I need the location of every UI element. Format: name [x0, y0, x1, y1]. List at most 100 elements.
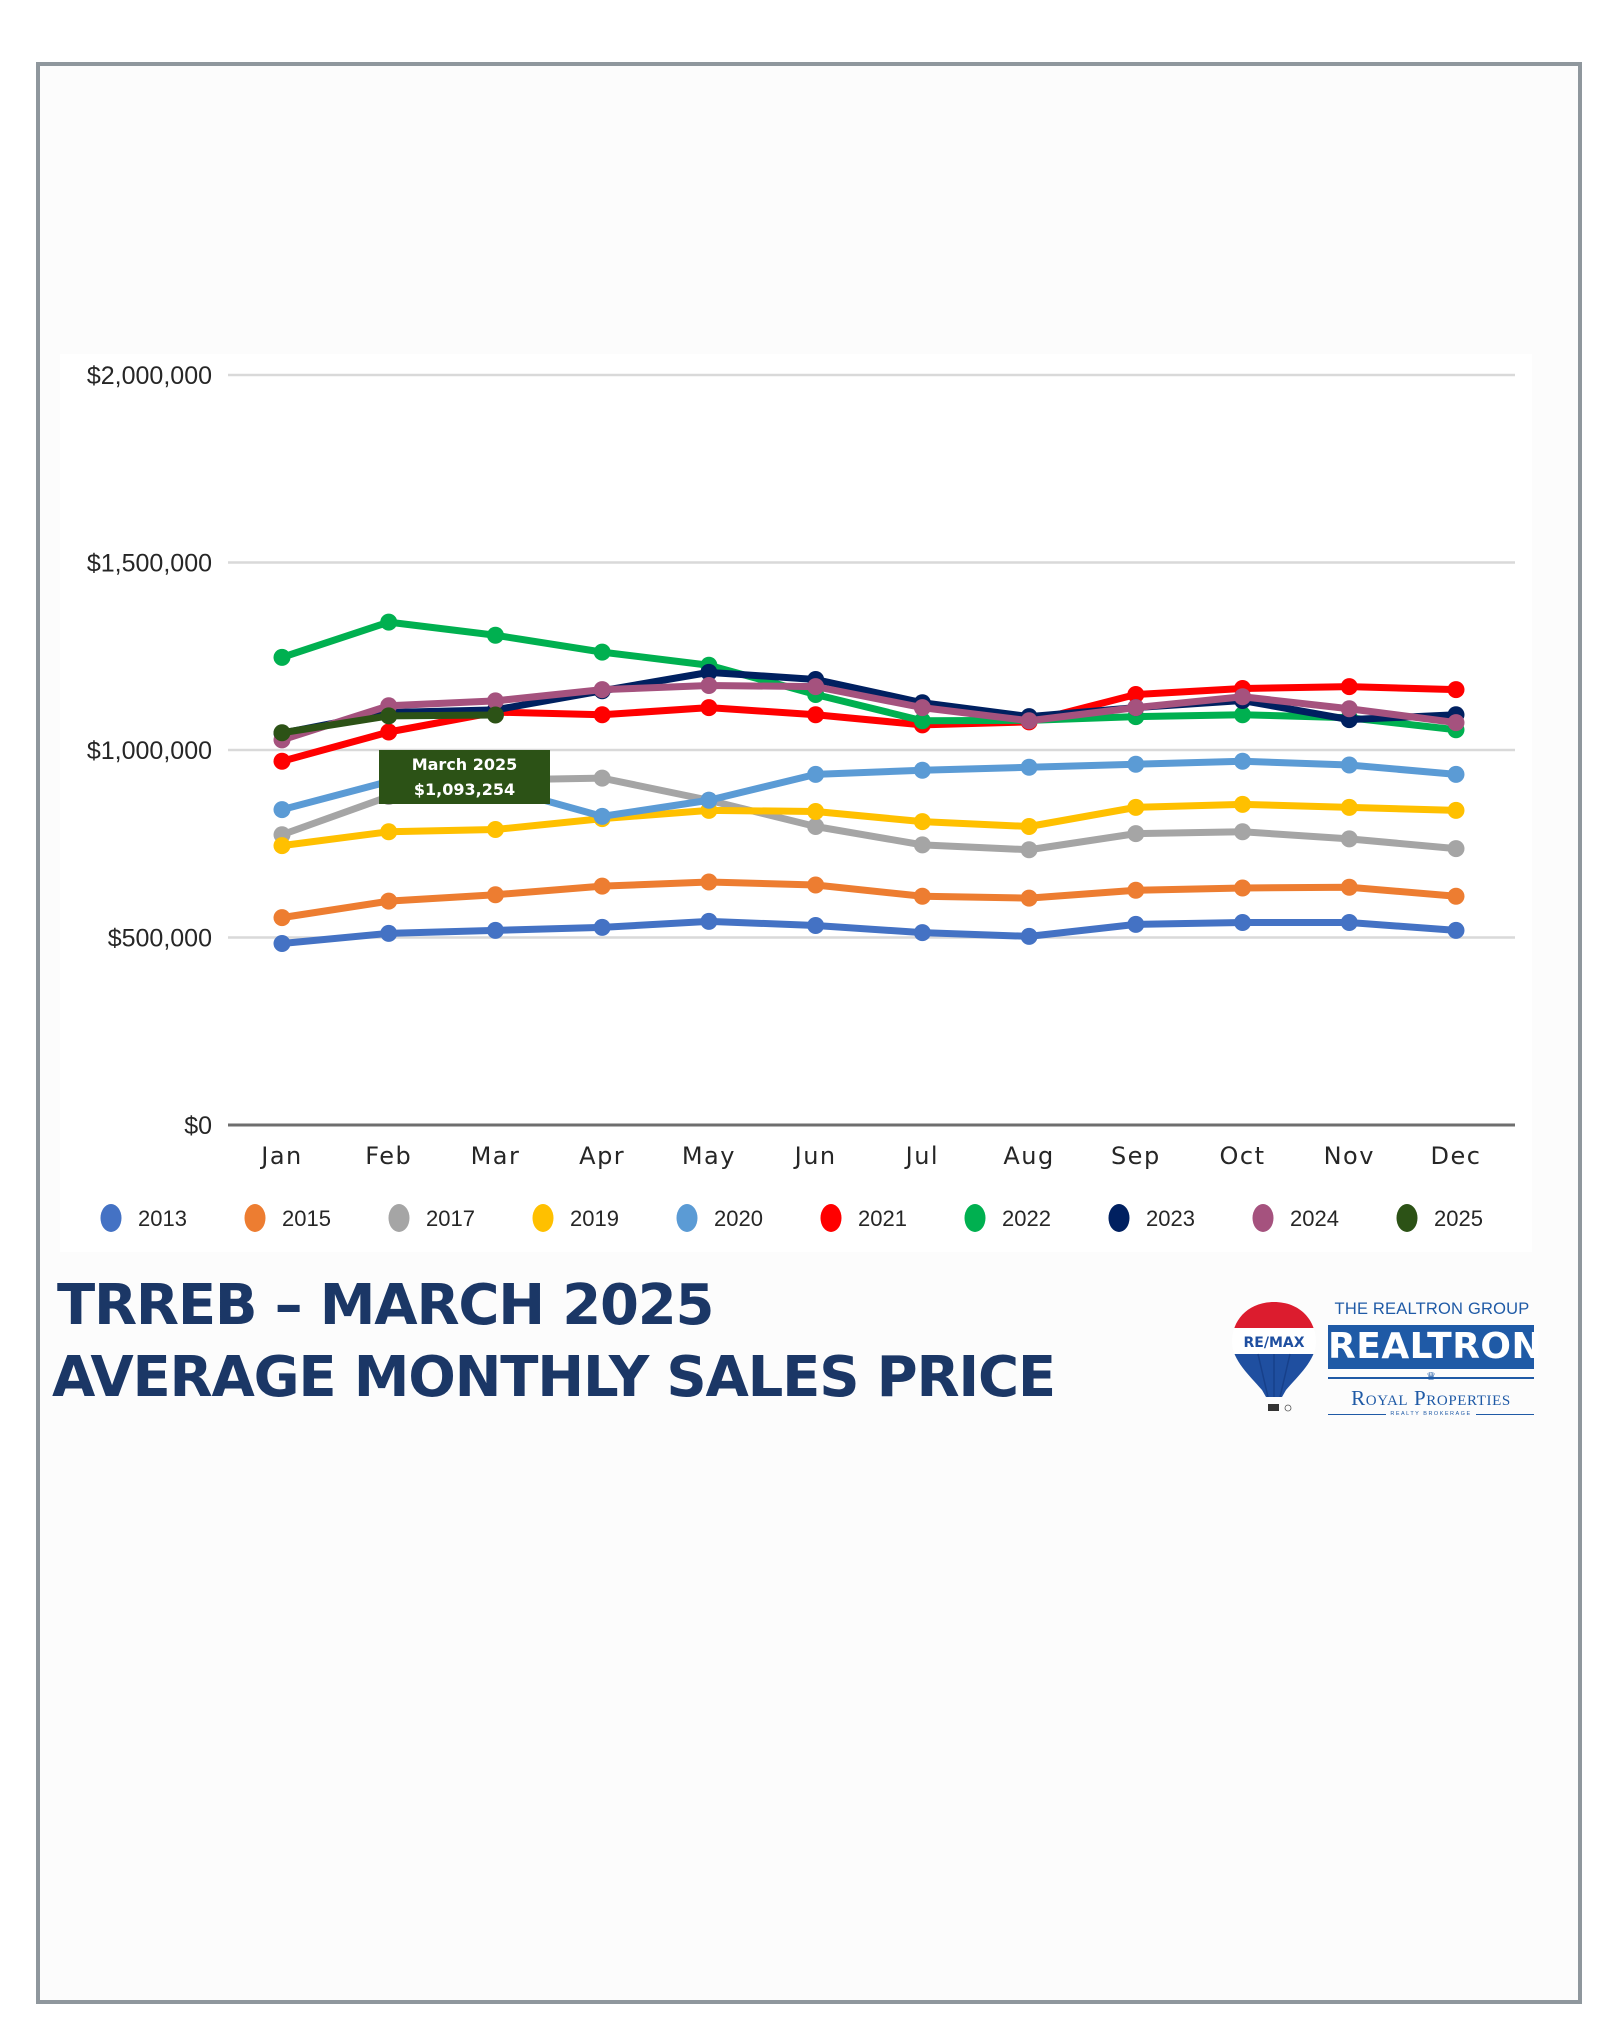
legend-label: 2013 [138, 1206, 187, 1231]
legend-swatch [676, 1204, 698, 1232]
data-point-2019 [380, 823, 398, 841]
data-point-2020 [807, 765, 825, 783]
data-point-2019 [1447, 801, 1465, 819]
data-point-2020 [1234, 752, 1252, 770]
x-tick-label: Dec [1431, 1142, 1482, 1170]
series-line-2013 [278, 917, 1460, 947]
series-line-2022 [278, 618, 1460, 734]
balloon-text: RE/MAX [1243, 1335, 1304, 1351]
logo-brokerage-text: REALTY BROKERAGE [1386, 1411, 1476, 1417]
data-point-2021 [807, 706, 825, 724]
data-point-2015 [380, 892, 398, 910]
data-point-2025 [486, 706, 504, 724]
data-point-2024 [1020, 712, 1038, 730]
data-point-2022 [380, 613, 398, 631]
data-point-2020 [1020, 758, 1038, 776]
remax-balloon-icon: RE/MAX [1232, 1302, 1316, 1412]
crown-icon: ♛ [1426, 1371, 1436, 1383]
data-point-2019 [1127, 798, 1145, 816]
x-tick-label: Sep [1111, 1142, 1161, 1170]
data-point-2021 [1127, 686, 1145, 703]
data-point-2021 [700, 699, 718, 717]
legend-swatch [244, 1204, 266, 1232]
data-point-2024 [700, 677, 718, 694]
data-point-2013 [1447, 921, 1465, 939]
data-point-2023 [700, 663, 718, 681]
data-point-2015 [1234, 879, 1252, 897]
y-tick-label: $2,000,000 [87, 362, 212, 390]
data-point-2024 [1127, 699, 1145, 717]
data-point-2013 [913, 924, 931, 942]
logo-divider [1328, 1377, 1534, 1379]
x-axis: Jan Feb Mar Apr May Jun Jul Aug Sep Oct Nov Dec [228, 1123, 1515, 1170]
data-point-2013 [1127, 915, 1145, 933]
data-point-2015 [486, 886, 504, 904]
series-2013 [273, 912, 1465, 952]
legend-swatch [820, 1204, 842, 1232]
logo-brokerage: REALTY BROKERAGE [1328, 1410, 1534, 1418]
data-point-2017 [593, 769, 611, 787]
data-point-2015 [593, 877, 611, 895]
series-line-2019 [278, 800, 1460, 850]
legend-label: 2015 [282, 1206, 331, 1231]
legend-swatch [1108, 1204, 1130, 1232]
data-point-2024 [1447, 714, 1465, 732]
data-point-2019 [486, 821, 504, 838]
data-point-2013 [1020, 927, 1038, 945]
legend-item-2013: 2013 [100, 1204, 187, 1232]
x-tick-label: Apr [579, 1142, 625, 1170]
line-chart: $0 $500,000 $1,000,000 $1,500,000 $2,000,000… [87, 362, 1515, 1232]
x-tick-label: Jun [793, 1142, 837, 1170]
data-point-2019 [807, 803, 825, 820]
data-point-2019 [1020, 818, 1038, 835]
data-point-2022 [273, 648, 291, 666]
data-point-2020 [1340, 756, 1358, 774]
legend-swatch [388, 1204, 410, 1232]
gridlines [228, 373, 1515, 939]
chart-panel: $0 $500,000 $1,000,000 $1,500,000 $2,000,000… [60, 354, 1532, 1252]
legend-item-2025: 2025 [1396, 1204, 1483, 1232]
data-point-2020 [593, 807, 611, 825]
series-2019 [273, 795, 1465, 855]
data-point-2019 [273, 837, 291, 855]
y-tick-label: $0 [184, 1112, 212, 1140]
legend-label: 2025 [1434, 1206, 1483, 1231]
data-point-2024 [593, 681, 611, 699]
data-point-2024 [1340, 700, 1358, 718]
data-point-2015 [273, 909, 291, 927]
data-point-2015 [913, 887, 931, 905]
legend-label: 2020 [714, 1206, 763, 1231]
legend-label: 2017 [426, 1206, 475, 1231]
legend-item-2015: 2015 [244, 1204, 331, 1232]
legend-item-2020: 2020 [676, 1204, 763, 1232]
data-point-2022 [593, 643, 611, 661]
data-point-2017 [1127, 825, 1145, 843]
x-tick-label: Mar [471, 1142, 521, 1170]
data-point-2022 [486, 626, 504, 644]
data-point-2024 [807, 678, 825, 696]
series-line-2023 [278, 668, 1460, 737]
data-point-2017 [1447, 840, 1465, 858]
data-point-2015 [700, 873, 718, 891]
page-title: TRREB – MARCH 2025 AVERAGE MONTHLY SALES… [52, 1270, 1056, 1414]
y-axis-ticks: $0 $500,000 $1,000,000 $1,500,000 $2,000,000 [87, 362, 212, 1140]
data-point-2019 [1234, 795, 1252, 813]
data-point-2013 [700, 912, 718, 930]
data-point-2021 [593, 706, 611, 724]
x-tick-label: Nov [1324, 1142, 1375, 1170]
legend-label: 2022 [1002, 1206, 1051, 1231]
x-tick-label: Jan [259, 1142, 303, 1170]
legend-item-2022: 2022 [964, 1204, 1051, 1232]
legend-item-2019: 2019 [532, 1204, 619, 1232]
data-point-2015 [1020, 889, 1038, 907]
data-point-2019 [913, 813, 931, 831]
title-line-1: TRREB – MARCH 2025 [57, 1273, 714, 1338]
data-point-2017 [1234, 823, 1252, 841]
logo-main-text: REALTRON [1328, 1325, 1543, 1369]
data-point-2013 [380, 924, 398, 942]
legend-swatch [100, 1204, 122, 1232]
legend-item-2023: 2023 [1108, 1204, 1195, 1232]
data-point-2020 [700, 791, 718, 809]
legend-item-2024: 2024 [1252, 1204, 1339, 1232]
legend-item-2021: 2021 [820, 1204, 907, 1232]
